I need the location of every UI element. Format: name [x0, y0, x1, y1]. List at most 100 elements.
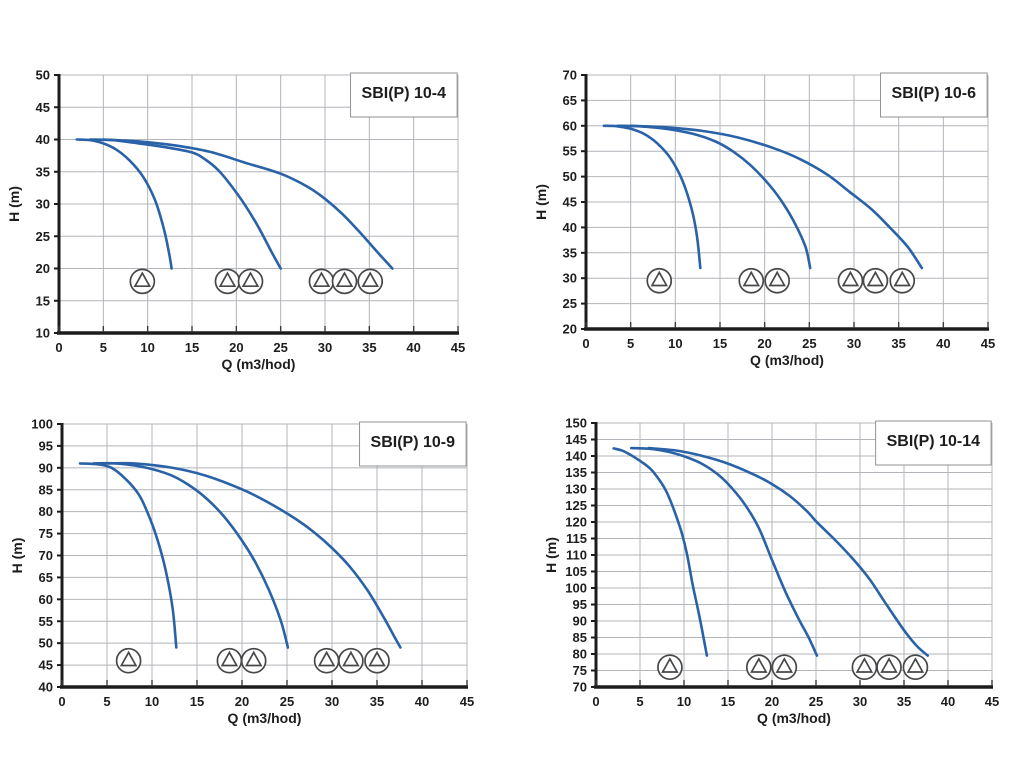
y-tick-label: 35 — [36, 164, 50, 179]
y-axis-title: H (m) — [9, 538, 25, 574]
y-tick-label: 145 — [565, 432, 587, 447]
y-tick-label: 70 — [563, 68, 577, 83]
x-tick-label: 5 — [100, 340, 107, 355]
pump-icon — [240, 647, 267, 674]
y-tick-label: 55 — [563, 144, 577, 159]
curve-3-pumps — [629, 124, 924, 270]
pump-icon-groups — [657, 654, 929, 681]
pump-icon-circle — [738, 267, 765, 294]
x-tick-label: 25 — [809, 694, 823, 709]
y-tick-label: 10 — [36, 326, 50, 341]
y-tick-label: 60 — [563, 118, 577, 133]
pump-icon-triangle — [133, 271, 152, 288]
x-axis-title: Q (m3/hod) — [222, 356, 296, 372]
pump-icon-triangle — [361, 271, 379, 288]
chart-figure-bottom-right: 70 75 80 85 90 95 100 105 110 115 120 125 130 135 140 1… — [512, 384, 1024, 768]
pump-icon-groups — [115, 647, 390, 674]
y-tick-label: 30 — [36, 197, 50, 212]
pump-icon — [851, 654, 878, 681]
y-tick-label: 85 — [39, 482, 53, 497]
pump-icon-circle — [862, 267, 889, 294]
x-tick-label: 15 — [721, 694, 735, 709]
chart-figure-top-right: 20 25 30 35 40 45 50 55 60 65 70 0 5 10 15 20 25 30 35 40 45… — [512, 0, 1024, 384]
x-tick-label: 20 — [765, 694, 779, 709]
y-tick-label: 85 — [573, 630, 587, 645]
pump-icon-circle — [338, 647, 364, 674]
gridlines — [62, 423, 468, 687]
chart-title: SBI(P) 10-14 — [887, 433, 980, 450]
pump-icon-circle — [745, 654, 772, 681]
curve-2-pumps — [616, 124, 812, 270]
x-tick-label: 5 — [627, 336, 634, 351]
pump-curves — [75, 138, 394, 270]
pump-curve-chart-sbi-p-10-4: 10 15 20 25 30 35 40 45 50 0 5 10 15 20 25 30 35 40 45 H (m… — [6, 68, 465, 373]
curve-1-pump — [75, 138, 173, 270]
pump-icon-circle — [657, 654, 683, 681]
pump-icon — [876, 654, 902, 681]
curve-1-pump — [602, 124, 702, 270]
pump-icon — [331, 268, 358, 295]
pump-icon — [115, 647, 142, 674]
curve-2-pumps — [629, 446, 819, 657]
y-tick-label: 55 — [39, 614, 53, 629]
pump-icon-triangle — [775, 657, 794, 673]
pump-icon — [237, 268, 264, 295]
y-tick-label: 15 — [36, 293, 50, 308]
y-tick-label: 30 — [563, 271, 577, 286]
y-tick-label: 40 — [36, 132, 50, 147]
pump-icon-triangle — [750, 657, 768, 673]
x-tick-label: 10 — [677, 694, 691, 709]
axis-ticks-and-labels: 20 25 30 35 40 45 50 55 60 65 70 0 5 10 15 20 25 30 35 40 45 — [563, 68, 996, 352]
y-tick-label: 150 — [565, 416, 587, 431]
x-tick-label: 40 — [406, 340, 420, 355]
x-axis-title: Q (m3/hod) — [757, 710, 831, 726]
x-tick-label: 35 — [891, 336, 905, 351]
y-tick-label: 135 — [565, 465, 587, 480]
curve-1-pump — [612, 447, 709, 657]
y-tick-label: 40 — [563, 220, 577, 235]
pump-icon-circle — [364, 647, 390, 674]
y-tick-label: 100 — [565, 581, 587, 596]
y-tick-label: 95 — [573, 597, 587, 612]
y-tick-label: 50 — [563, 169, 577, 184]
x-tick-label: 0 — [58, 694, 65, 709]
curve-3-pumps — [102, 138, 394, 270]
pump-icon-groups — [129, 268, 384, 295]
pump-icon — [862, 267, 889, 294]
pump-curve-chart-sbi-p-10-9: 40 45 50 55 60 65 70 75 80 85 90 95 100 0 5 10 15 20 25 30 3… — [9, 417, 474, 727]
pump-icon — [889, 267, 916, 294]
x-tick-label: 5 — [103, 694, 110, 709]
chart-figure-bottom-left: 40 45 50 55 60 65 70 75 80 85 90 95 100 0 5 10 15 20 25 30 3… — [0, 384, 512, 768]
pump-icon-triangle — [866, 270, 885, 287]
y-tick-label: 70 — [573, 680, 587, 695]
y-tick-label: 130 — [565, 482, 587, 497]
chart-title: SBI(P) 10-6 — [892, 85, 977, 102]
y-tick-label: 45 — [36, 100, 50, 115]
chart-title-box: SBI(P) 10-4 — [350, 72, 458, 118]
y-tick-label: 50 — [39, 636, 53, 651]
pump-icon-triangle — [650, 270, 669, 287]
x-tick-label: 35 — [370, 694, 384, 709]
pump-icon-triangle — [119, 650, 138, 667]
x-tick-label: 20 — [235, 694, 249, 709]
y-tick-label: 110 — [566, 548, 587, 563]
y-tick-label: 25 — [563, 296, 577, 311]
axis-ticks-and-labels: 40 45 50 55 60 65 70 75 80 85 90 95 100 0 5 10 15 20 25 30 3… — [31, 417, 474, 710]
pump-icon — [837, 267, 864, 294]
x-tick-label: 45 — [981, 336, 995, 351]
pump-icon — [657, 654, 683, 681]
curve-3-pumps — [647, 446, 930, 657]
pump-icon-circle — [876, 654, 902, 681]
pump-icon-circle — [837, 267, 864, 294]
pump-icon-triangle — [335, 271, 354, 288]
pump-icon — [357, 268, 384, 295]
pump-icon — [129, 268, 156, 295]
pump-icon-circle — [771, 654, 798, 681]
curve-3-pumps — [105, 461, 402, 649]
pump-icon-triangle — [317, 650, 336, 667]
x-tick-label: 20 — [229, 340, 243, 355]
y-tick-label: 40 — [39, 680, 53, 695]
pump-curves — [612, 446, 930, 657]
pump-icon-triangle — [841, 270, 860, 287]
pump-icon-circle — [646, 267, 673, 294]
